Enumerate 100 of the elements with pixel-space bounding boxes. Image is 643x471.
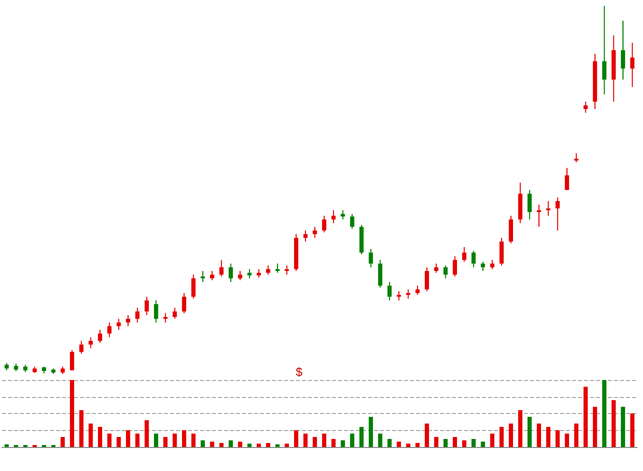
candlestick xyxy=(88,336,93,349)
bar xyxy=(396,442,401,447)
bar xyxy=(331,438,336,447)
bar xyxy=(536,424,542,447)
candlestick xyxy=(247,268,252,279)
bar xyxy=(182,430,186,447)
candlestick xyxy=(443,264,448,279)
candlestick xyxy=(275,263,280,274)
bar xyxy=(480,442,486,447)
candlestick xyxy=(266,264,270,276)
bar xyxy=(135,434,140,447)
candlestick xyxy=(620,20,626,80)
candlestick xyxy=(471,250,476,268)
bar xyxy=(359,426,364,447)
bar xyxy=(387,438,392,447)
bar xyxy=(312,436,317,447)
candlestick xyxy=(191,274,196,300)
candlestick xyxy=(284,264,289,276)
bar xyxy=(406,444,410,447)
bar xyxy=(107,434,112,447)
bar xyxy=(518,410,522,447)
bar xyxy=(452,436,458,447)
candlestick xyxy=(462,246,466,262)
candlestick xyxy=(303,230,308,242)
bar xyxy=(154,434,158,447)
bar xyxy=(172,434,177,447)
candlestick xyxy=(350,213,354,230)
bar xyxy=(294,430,298,447)
candlestick xyxy=(378,259,382,288)
bar xyxy=(228,440,233,447)
candlestick xyxy=(602,6,606,95)
candlestick xyxy=(499,237,504,266)
candlestick xyxy=(331,210,336,224)
candlestick xyxy=(107,322,112,338)
bar xyxy=(88,424,93,447)
bar xyxy=(191,434,196,447)
bar xyxy=(210,442,214,447)
bar xyxy=(368,416,373,447)
candlestick xyxy=(228,263,233,282)
candlestick xyxy=(536,204,542,228)
bar xyxy=(592,406,598,447)
candlestick xyxy=(210,270,214,281)
bar xyxy=(219,442,224,447)
bar xyxy=(79,410,84,447)
candlestick xyxy=(312,226,317,238)
candlestick xyxy=(135,307,140,323)
candlestick xyxy=(406,288,410,300)
candlestick xyxy=(154,300,158,323)
candlestick xyxy=(434,263,438,274)
bar xyxy=(546,426,550,447)
bar xyxy=(256,444,261,447)
bar xyxy=(350,434,354,447)
candlestick xyxy=(200,270,205,282)
bar xyxy=(284,444,289,447)
candlestick xyxy=(163,312,168,323)
candlestick xyxy=(387,282,392,301)
candlestick xyxy=(340,210,345,220)
bar xyxy=(238,442,242,447)
candlestick xyxy=(116,318,121,330)
candlestick xyxy=(219,259,224,277)
candlestick xyxy=(528,190,532,220)
candlestick xyxy=(182,292,186,314)
bar xyxy=(434,436,438,447)
bar xyxy=(499,426,504,447)
bar xyxy=(462,440,466,447)
bar xyxy=(266,442,270,447)
candlestick xyxy=(368,248,373,268)
bar xyxy=(98,426,102,447)
bar xyxy=(378,434,382,447)
candlestick xyxy=(508,215,514,244)
candlestick xyxy=(564,167,570,190)
candlestick xyxy=(70,350,74,371)
bar xyxy=(126,430,130,447)
bar xyxy=(471,438,476,447)
bar xyxy=(116,436,121,447)
candlestick xyxy=(238,270,242,281)
bar xyxy=(508,424,514,447)
bar xyxy=(200,440,205,447)
bar xyxy=(490,434,494,447)
candlestick xyxy=(490,259,494,270)
candlestick xyxy=(322,215,326,233)
bar xyxy=(584,386,588,447)
candlestick xyxy=(144,296,149,316)
candlestick xyxy=(452,256,458,277)
bar xyxy=(574,424,578,447)
bar xyxy=(556,430,560,447)
bar xyxy=(60,436,65,447)
candlestick xyxy=(630,42,634,88)
candlestick xyxy=(584,101,588,114)
bar xyxy=(528,416,532,447)
bar xyxy=(4,444,9,447)
candlestick xyxy=(98,329,102,344)
bar xyxy=(612,400,616,447)
bar xyxy=(70,380,74,447)
bar xyxy=(322,434,326,447)
bar xyxy=(564,434,570,447)
bar xyxy=(630,414,634,447)
bar xyxy=(443,438,448,447)
candlestick xyxy=(79,340,84,354)
candlestick xyxy=(574,152,578,163)
